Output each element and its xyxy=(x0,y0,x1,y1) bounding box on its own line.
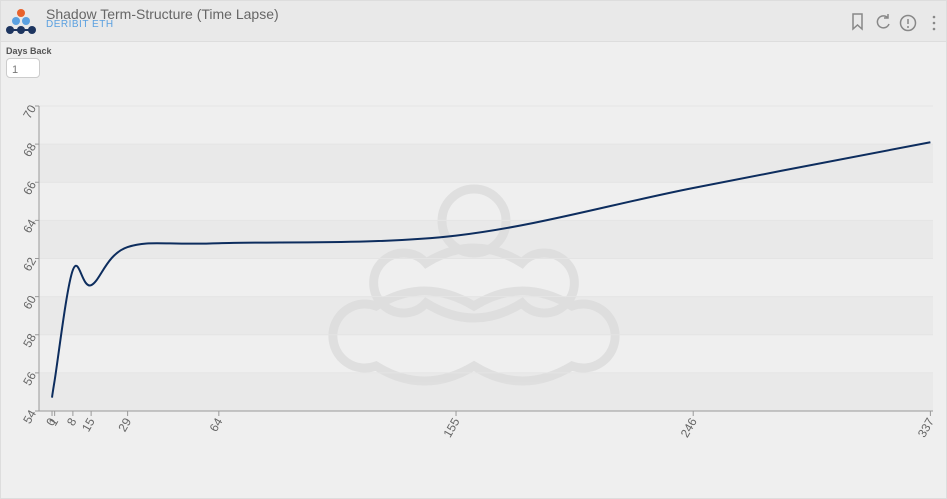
header: Shadow Term-Structure (Time Lapse) DERIB… xyxy=(1,1,946,42)
y-tick-label: 58 xyxy=(20,331,39,350)
watermark xyxy=(328,184,620,386)
x-tick-label: 8 xyxy=(64,415,80,428)
bookmark-icon[interactable] xyxy=(852,13,863,31)
y-tick-label: 64 xyxy=(20,217,39,236)
line-series xyxy=(51,141,931,398)
menu-icon[interactable] xyxy=(932,15,936,19)
x-tick-label: 246 xyxy=(678,415,700,440)
y-tick-label: 70 xyxy=(20,102,39,121)
logo xyxy=(6,9,36,34)
x-tick-label: 64 xyxy=(207,415,226,434)
chart: 545658606264666870018152964155246337Mark… xyxy=(20,102,937,440)
y-tick-label: 54 xyxy=(20,407,39,426)
y-tick-label: 62 xyxy=(20,255,39,274)
grid-band xyxy=(39,144,933,183)
y-tick-label: 60 xyxy=(20,293,39,312)
grid-band xyxy=(39,372,933,411)
refresh-icon[interactable] xyxy=(876,14,890,29)
x-tick-label: 29 xyxy=(115,415,134,434)
x-tick-label: 155 xyxy=(440,415,462,440)
x-tick-label: 15 xyxy=(79,415,98,434)
y-tick-label: 66 xyxy=(20,178,39,197)
x-tick-label: 1 xyxy=(46,415,62,428)
subtitle: DERIBIT ETH xyxy=(46,19,114,30)
days-back-input[interactable]: 1 xyxy=(6,58,40,78)
y-tick-label: 56 xyxy=(20,369,39,388)
toolbar xyxy=(852,13,936,32)
days-back-label: Days Back xyxy=(6,46,52,56)
title: Shadow Term-Structure (Time Lapse) xyxy=(46,6,279,22)
x-tick-label: 337 xyxy=(915,415,937,440)
info-icon[interactable] xyxy=(899,14,917,32)
y-tick-label: 68 xyxy=(20,140,39,159)
